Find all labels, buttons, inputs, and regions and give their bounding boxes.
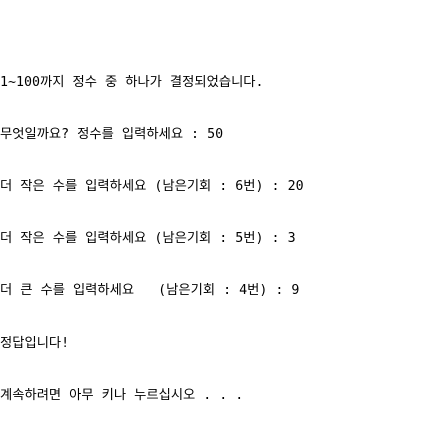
- console-line: 더 작은 수를 입력하세요 (남은기회 : 6번) : 20: [0, 179, 304, 195]
- console-line: 더 큰 수를 입력하세요 (남은기회 : 4번) : 9: [0, 283, 300, 299]
- console-line: 1~100까지 정수 중 하나가 결정되었습니다.: [0, 74, 264, 90]
- console-line: 무엇일까요? 정수를 입력하세요 : 50: [0, 126, 224, 142]
- session-1: 1~100까지 정수 중 하나가 결정되었습니다. 무엇일까요? 정수를 입력하…: [0, 39, 441, 424]
- console-line: 정답입니다!: [0, 335, 70, 351]
- console-line: 계속하려면 아무 키나 누르십시오 . . .: [0, 387, 244, 403]
- console-line: 더 작은 수를 입력하세요 (남은기회 : 5번) : 3: [0, 231, 296, 247]
- console-output: 1~100까지 정수 중 하나가 결정되었습니다. 무엇일까요? 정수를 입력하…: [0, 4, 441, 424]
